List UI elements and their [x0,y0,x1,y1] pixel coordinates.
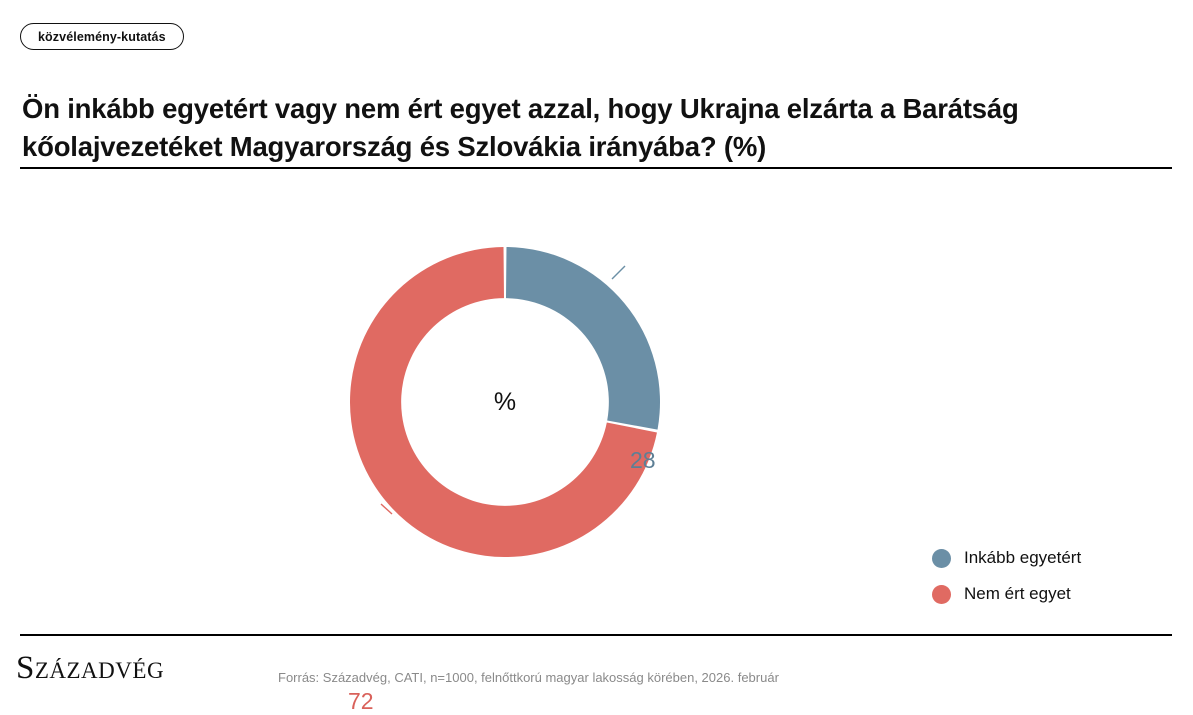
chart-legend: Inkább egyetért Nem ért egyet [932,548,1081,604]
footer-divider [20,634,1172,636]
brand-logo: Századvég [16,650,165,686]
legend-item-nem-ert-egyet[interactable]: Nem ért egyet [932,584,1081,604]
page-title: Ön inkább egyetért vagy nem ért egyet az… [22,90,1122,166]
donut-slice-1[interactable] [505,247,660,430]
legend-item-inkabb-egyetert[interactable]: Inkább egyetért [932,548,1081,568]
donut-chart: % [350,247,660,557]
source-note: Forrás: Századvég, CATI, n=1000, felnőtt… [278,670,779,685]
page-title-line-2: kőolajvezetéket Magyarország és Szlováki… [22,131,767,163]
legend-swatch-icon-red [932,584,951,604]
legend-label-nem-ert-egyet: Nem ért egyet [964,584,1071,603]
data-label-inkabb-egyetert: 28 [630,447,656,473]
donut-slice-2[interactable] [350,247,657,557]
chart-plot-area: % 28 72 Inkább egyetért Nem ért egyet [0,180,1193,714]
donut-chart-svg [350,247,660,557]
category-tag: közvélemény-kutatás [20,23,184,50]
legend-label-inkabb-egyetert: Inkább egyetért [964,548,1082,567]
legend-swatch-icon-blue [932,548,951,568]
header-divider [20,167,1172,169]
data-label-nem-ert-egyet: 72 [348,688,374,714]
page-title-line-1: Ön inkább egyetért vagy nem ért egyet az… [22,93,1019,125]
category-tag-label: közvélemény-kutatás [38,29,166,44]
